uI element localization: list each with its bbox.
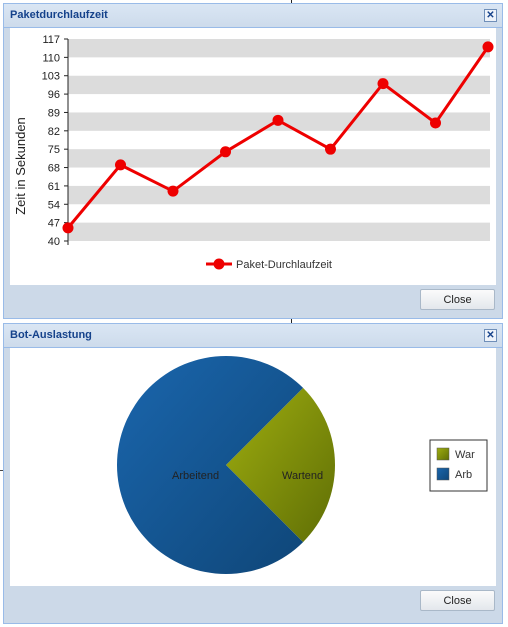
grid-band <box>68 39 490 58</box>
divider-line <box>291 0 292 4</box>
divider-line <box>291 319 292 325</box>
data-point[interactable] <box>325 143 336 155</box>
data-point[interactable] <box>220 146 231 158</box>
y-tick-label: 89 <box>48 107 60 119</box>
grid-band <box>68 75 490 95</box>
y-tick-label: 68 <box>48 163 60 175</box>
data-point[interactable] <box>62 222 74 234</box>
bot-auslastung-window: Bot-Auslastung ✕ Wartend Arbeitend War Ar… <box>3 323 503 624</box>
legend-marker <box>213 258 225 270</box>
close-button[interactable]: Close <box>420 289 495 310</box>
y-tick-label: 117 <box>42 34 60 46</box>
pie-slice-arbeitend[interactable] <box>116 356 304 574</box>
legend-entry: War <box>455 449 475 461</box>
window-title: Bot-Auslastung <box>10 329 92 341</box>
pie-slice-wartend[interactable] <box>226 387 335 543</box>
close-icon[interactable]: ✕ <box>484 329 497 342</box>
y-tick-label: 82 <box>48 126 60 138</box>
divider-line <box>0 470 5 471</box>
y-tick-label: 75 <box>48 144 60 156</box>
y-tick-label: 47 <box>48 218 60 230</box>
y-tick-label: 61 <box>48 181 60 193</box>
close-button[interactable]: Close <box>420 590 495 611</box>
grid-band <box>68 222 490 241</box>
paketdurchlaufzeit-window: Paketdurchlaufzeit ✕ 117 110 103 96 89 82 75 68… <box>3 3 503 319</box>
window-header[interactable]: Paketdurchlaufzeit ✕ <box>4 4 502 28</box>
legend-swatch-wartend <box>436 447 450 461</box>
legend-swatch-arbeitend <box>436 467 450 481</box>
legend-box <box>429 439 488 492</box>
y-tick-label: 103 <box>42 71 60 83</box>
data-point[interactable] <box>272 114 284 126</box>
close-icon[interactable]: ✕ <box>484 9 497 22</box>
line-chart: 117 110 103 96 89 82 75 68 61 54 47 40 Zeit in Seku… <box>13 34 494 271</box>
chart-area: 117 110 103 96 89 82 75 68 61 54 47 40 Zeit in Seku… <box>10 28 496 285</box>
window-title: Paketdurchlaufzeit <box>10 9 108 21</box>
y-axis-label: Zeit in Sekunden <box>13 117 28 215</box>
grid-band <box>68 149 490 168</box>
y-tick-label: 54 <box>48 199 60 211</box>
pie-chart: Wartend Arbeitend War Arb <box>116 356 488 574</box>
legend-entry: Paket-Durchlaufzeit <box>236 259 332 271</box>
data-point[interactable] <box>430 117 441 129</box>
slice-label: Wartend <box>282 470 323 482</box>
y-tick-label: 96 <box>48 89 60 101</box>
data-point[interactable] <box>377 78 389 90</box>
window-header[interactable]: Bot-Auslastung ✕ <box>4 324 502 348</box>
grid-band <box>68 185 490 205</box>
slice-label: Arbeitend <box>172 470 219 482</box>
y-tick-label: 110 <box>42 52 60 64</box>
data-point[interactable] <box>482 41 494 53</box>
y-tick-label: 40 <box>48 236 60 248</box>
data-point[interactable] <box>167 185 179 197</box>
data-point[interactable] <box>115 159 126 171</box>
chart-area: Wartend Arbeitend War Arb <box>10 348 496 586</box>
legend-entry: Arb <box>455 469 472 481</box>
